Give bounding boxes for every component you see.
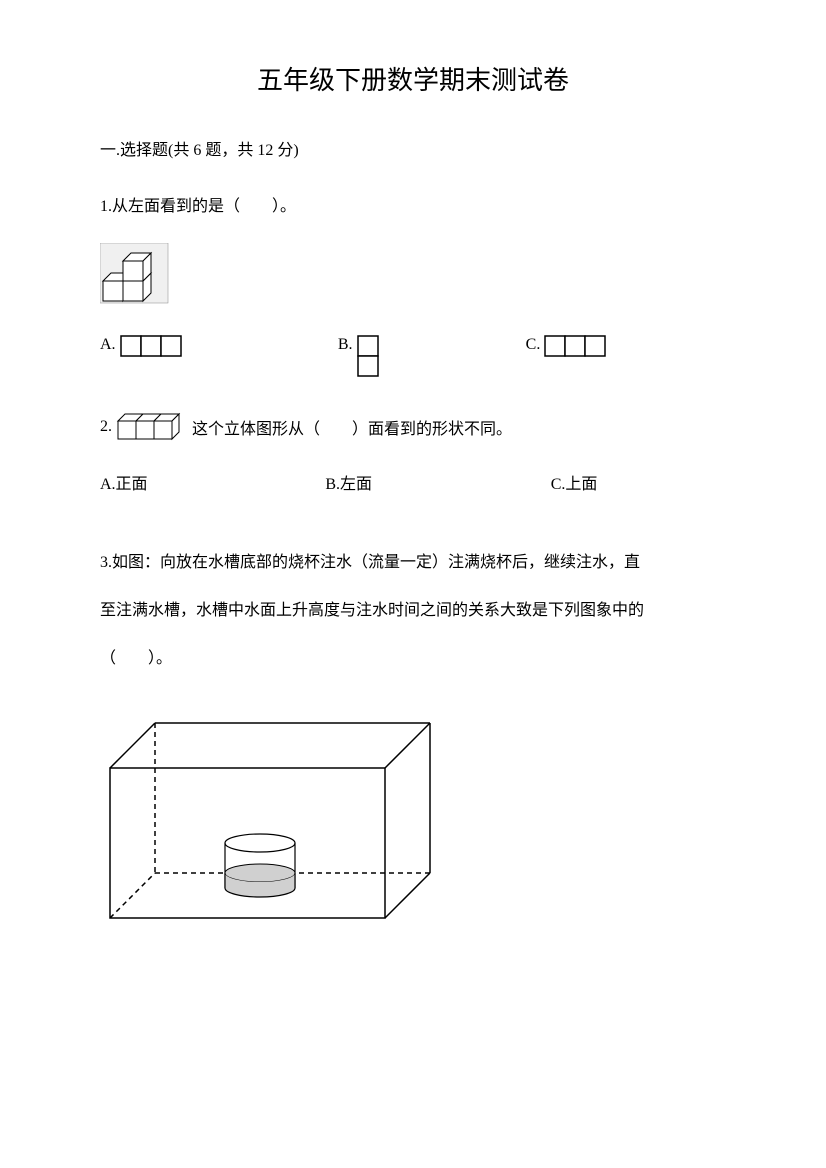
- q2-option-b: B.左面: [325, 470, 550, 494]
- q2-options: A.正面 B.左面 C.上面: [100, 470, 726, 494]
- q1-optB-label: B.: [338, 335, 353, 354]
- q1-figure: [100, 243, 726, 305]
- page-title: 五年级下册数学期末测试卷: [100, 60, 726, 97]
- q3-figure: [100, 713, 726, 943]
- q3-text: 3.如图：向放在水槽底部的烧杯注水（流量一定）注满烧杯后，继续注水，直 至注满水…: [100, 539, 726, 683]
- q1-options: A. B. C.: [100, 335, 726, 377]
- q3-line2: 至注满水槽，水槽中水面上升高度与注水时间之间的关系大致是下列图象中的: [100, 587, 726, 635]
- q2-option-a: A.正面: [100, 470, 325, 494]
- q2-option-c: C.上面: [551, 470, 776, 494]
- q3-line1: 3.如图：向放在水槽底部的烧杯注水（流量一定）注满烧杯后，继续注水，直: [100, 539, 726, 587]
- q1-option-b: B.: [338, 335, 526, 377]
- q2-text: 这个立体图形从（ ）面看到的形状不同。: [192, 415, 512, 439]
- q2-num: 2.: [100, 418, 112, 436]
- q1-optA-label: A.: [100, 335, 116, 354]
- q3-line3: （ ）。: [100, 635, 726, 683]
- q2-figure: [116, 412, 188, 442]
- q1-optC-label: C.: [526, 335, 541, 354]
- q1-optA-icon: [120, 335, 186, 357]
- q1-optB-icon: [357, 335, 379, 377]
- section-header: 一.选择题(共 6 题，共 12 分): [100, 137, 726, 166]
- q1-optC-icon: [544, 335, 610, 357]
- q1-text: 1.从左面看到的是（ ）。: [100, 191, 726, 223]
- q1-option-a: A.: [100, 335, 338, 357]
- q2-row: 2. 这个立体图形从（ ）面看到的形状不同。: [100, 412, 726, 442]
- q1-option-c: C.: [526, 335, 726, 357]
